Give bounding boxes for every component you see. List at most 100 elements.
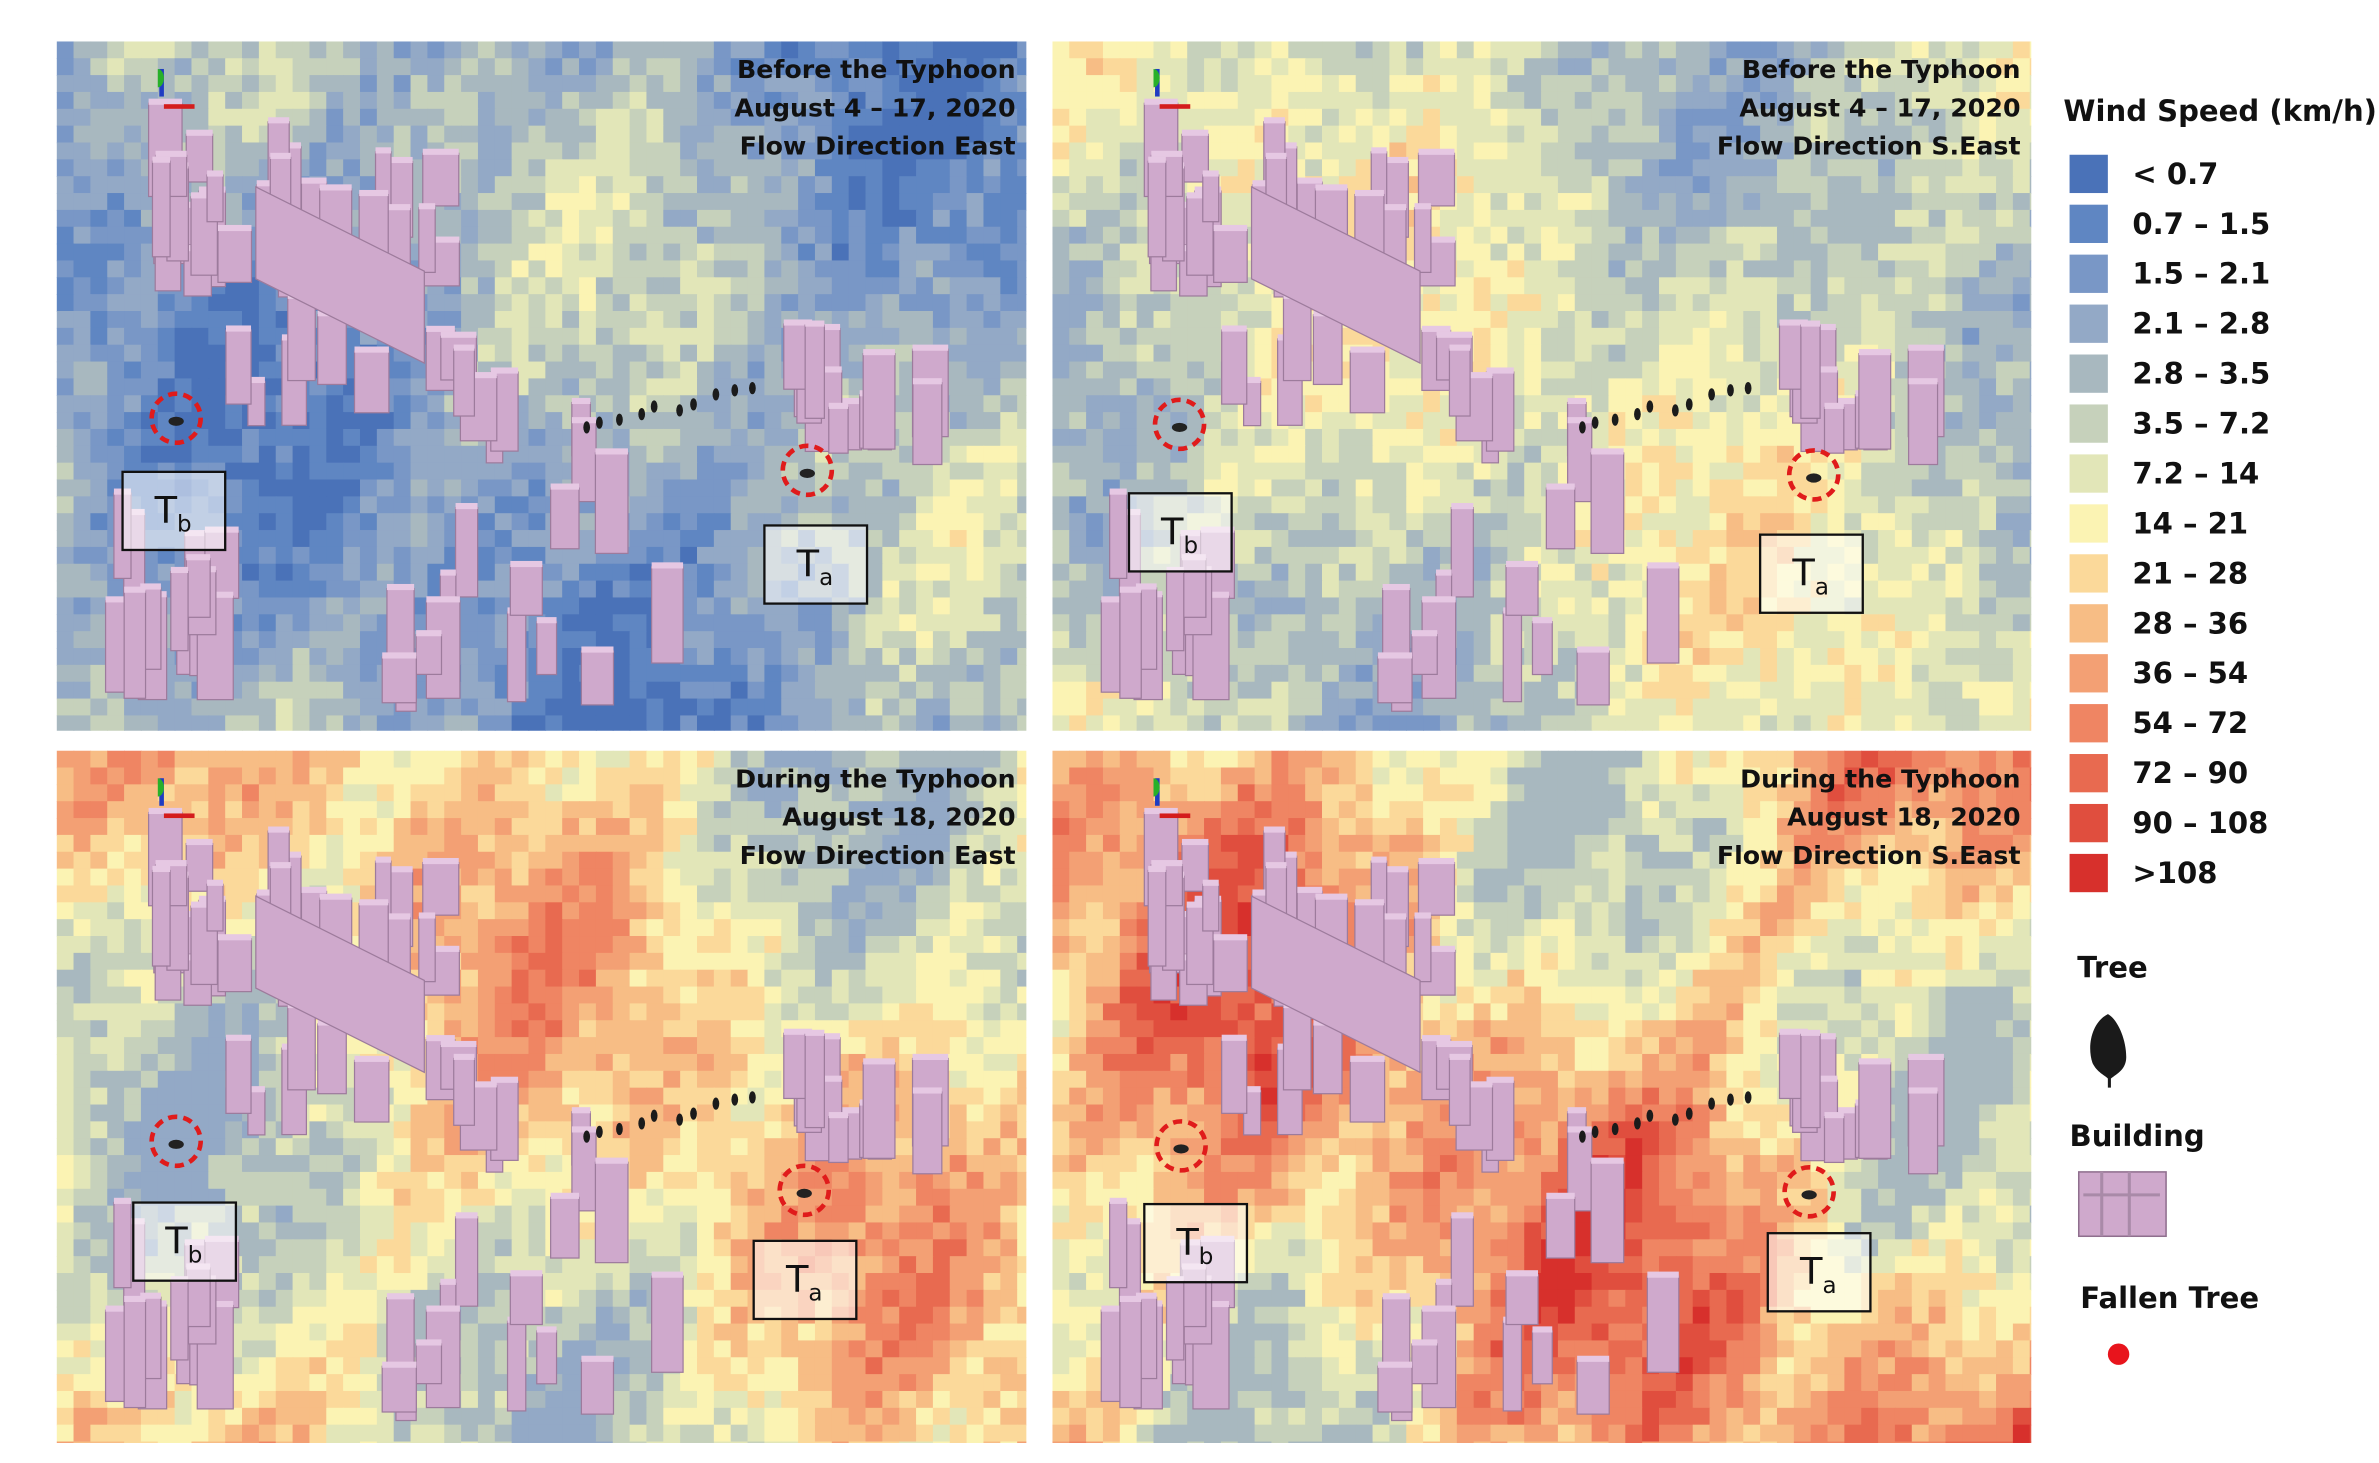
wind-cell bbox=[2012, 361, 2031, 380]
wind-cell bbox=[208, 395, 226, 413]
wind-cell bbox=[410, 546, 429, 565]
wind-cell bbox=[1642, 698, 1660, 717]
wind-cell bbox=[1017, 580, 1027, 599]
wind-cell bbox=[1675, 193, 1694, 211]
wind-cell bbox=[1355, 75, 1374, 93]
wind-cell bbox=[1000, 445, 1018, 464]
wind-cell bbox=[258, 462, 277, 481]
wind-cell bbox=[124, 395, 142, 413]
wind-cell bbox=[1254, 327, 1273, 346]
wind-cell bbox=[814, 209, 833, 228]
wind-cell bbox=[1911, 681, 1930, 700]
wind-cell bbox=[2012, 681, 2031, 700]
wind-cell bbox=[1692, 428, 1711, 447]
wind-cell bbox=[2012, 648, 2031, 666]
wind-cell bbox=[1760, 75, 1778, 93]
wind-cell bbox=[595, 125, 614, 144]
wind-cell bbox=[680, 614, 698, 632]
wind-cell bbox=[680, 294, 698, 312]
wind-cell bbox=[1844, 479, 1862, 498]
wind-cell bbox=[258, 41, 277, 60]
wind-cell bbox=[1962, 378, 1980, 397]
wind-cell bbox=[376, 546, 395, 565]
wind-cell bbox=[579, 513, 597, 531]
wind-cell bbox=[494, 546, 513, 565]
wind-cell bbox=[697, 125, 715, 144]
wind-cell bbox=[1456, 125, 1475, 144]
wind-cell bbox=[1810, 176, 1829, 194]
wind-cell bbox=[680, 176, 698, 194]
wind-cell bbox=[124, 428, 142, 447]
wind-cell bbox=[326, 75, 344, 93]
wind-cell bbox=[1119, 91, 1138, 110]
wind-cell bbox=[545, 563, 563, 582]
building bbox=[453, 348, 476, 417]
wind-cell bbox=[1675, 108, 1694, 127]
wind-cell bbox=[1979, 664, 1997, 683]
wind-cell bbox=[612, 597, 631, 616]
wind-cell bbox=[1305, 698, 1323, 717]
building-top bbox=[375, 147, 391, 154]
wind-cell bbox=[1861, 580, 1879, 599]
wind-cell bbox=[713, 193, 732, 211]
wind-cell bbox=[730, 226, 749, 245]
wind-cell bbox=[56, 58, 75, 76]
wind-cell bbox=[983, 344, 1002, 363]
wind-cell bbox=[1220, 715, 1239, 731]
wind-cell bbox=[966, 681, 985, 700]
wind-cell bbox=[1102, 294, 1121, 312]
wind-cell bbox=[1709, 361, 1728, 380]
wind-cell bbox=[1659, 311, 1677, 329]
wind-cell bbox=[1086, 631, 1104, 649]
wind-cell bbox=[1894, 513, 1913, 531]
wind-cell bbox=[562, 344, 580, 363]
wind-cell bbox=[1507, 530, 1525, 548]
wind-cell bbox=[208, 412, 226, 430]
wind-cell bbox=[1726, 125, 1745, 144]
building-top bbox=[301, 177, 327, 184]
wind-cell bbox=[2012, 277, 2031, 295]
wind-cell bbox=[410, 614, 429, 632]
wind-cell bbox=[1675, 563, 1694, 582]
wind-cell bbox=[1608, 209, 1627, 228]
building-top bbox=[912, 378, 942, 385]
wind-cell bbox=[1743, 142, 1761, 161]
wind-cell bbox=[1102, 698, 1121, 717]
wind-cell bbox=[1844, 361, 1862, 380]
wind-cell bbox=[90, 395, 108, 413]
wind-cell bbox=[528, 176, 547, 194]
wind-cell bbox=[124, 260, 142, 279]
wind-cell bbox=[73, 412, 92, 430]
wind-cell bbox=[713, 513, 732, 531]
wind-cell bbox=[1844, 159, 1862, 177]
wind-cell bbox=[1709, 513, 1728, 531]
wind-cell bbox=[882, 546, 900, 565]
wind-cell bbox=[1170, 698, 1188, 717]
wind-cell bbox=[1541, 445, 1559, 464]
wind-cell bbox=[1052, 41, 1071, 60]
wind-cell bbox=[1979, 361, 1997, 380]
wind-cell bbox=[579, 209, 597, 228]
wind-cell bbox=[1709, 108, 1728, 127]
wind-cell bbox=[461, 462, 479, 481]
building-top bbox=[581, 646, 614, 653]
wind-cell bbox=[764, 378, 783, 397]
tree bbox=[650, 400, 658, 413]
wind-cell bbox=[1776, 698, 1795, 717]
wind-cell bbox=[949, 698, 968, 717]
wind-cell bbox=[1456, 193, 1475, 211]
wind-cell bbox=[191, 698, 210, 717]
wind-cell bbox=[343, 125, 361, 144]
wind-cell bbox=[1524, 243, 1542, 262]
wind-cell bbox=[1490, 226, 1509, 245]
wind-cell bbox=[1878, 142, 1896, 161]
wind-cell bbox=[2012, 193, 2031, 211]
wind-cell bbox=[292, 530, 311, 548]
wind-cell bbox=[663, 513, 681, 531]
wind-cell bbox=[1355, 108, 1374, 127]
wind-cell bbox=[326, 428, 344, 447]
wind-cell bbox=[713, 479, 732, 498]
wind-cell bbox=[1659, 445, 1677, 464]
wind-cell bbox=[730, 243, 749, 262]
wind-cell bbox=[595, 91, 614, 110]
